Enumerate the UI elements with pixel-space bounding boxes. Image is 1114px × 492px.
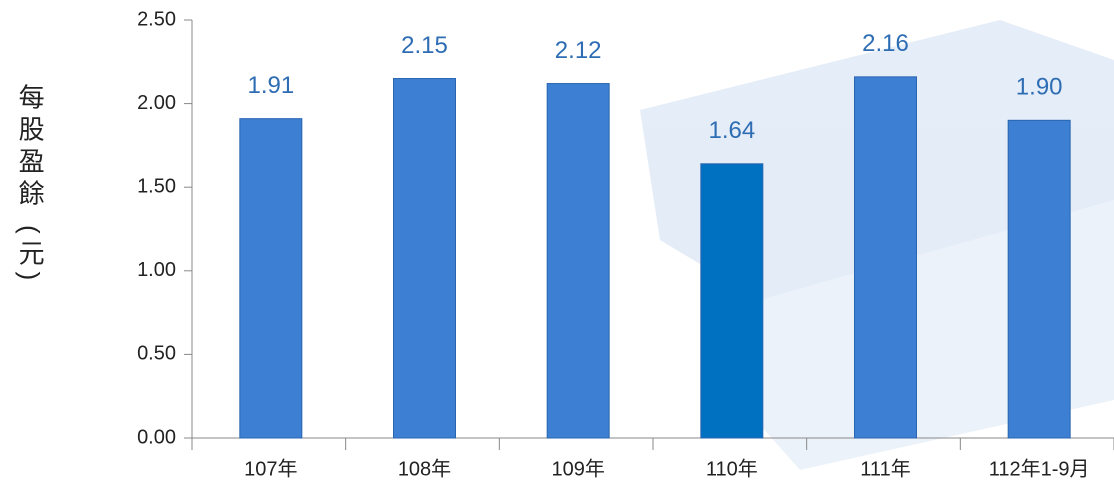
value-label: 1.90 bbox=[1016, 74, 1063, 101]
x-tick-label: 112年1-9月 bbox=[989, 457, 1090, 480]
y-tick-label: 0.00 bbox=[137, 426, 176, 448]
bar bbox=[854, 76, 917, 439]
y-tick-label: 2.00 bbox=[137, 92, 176, 114]
y-tick-label: 1.00 bbox=[137, 259, 176, 281]
value-label: 2.15 bbox=[401, 32, 448, 59]
value-label: 2.16 bbox=[862, 30, 909, 57]
y-tick-label: 0.50 bbox=[137, 343, 176, 365]
value-label: 1.64 bbox=[708, 117, 755, 144]
bar bbox=[239, 118, 303, 439]
bar bbox=[1007, 119, 1071, 439]
bar bbox=[546, 83, 610, 439]
x-tick-label: 107年 bbox=[244, 457, 297, 480]
value-label: 2.12 bbox=[555, 37, 602, 64]
value-label: 1.91 bbox=[247, 72, 294, 99]
y-axis-label: 每股盈餘 (元) bbox=[15, 84, 45, 287]
bar bbox=[700, 163, 764, 439]
bar bbox=[393, 78, 456, 439]
y-tick-label: 2.50 bbox=[137, 8, 176, 30]
x-tick-label: 109年 bbox=[551, 457, 604, 480]
y-tick-label: 1.50 bbox=[137, 175, 176, 197]
x-tick-label: 110年 bbox=[706, 457, 758, 480]
x-tick-label: 111年 bbox=[860, 457, 910, 480]
x-tick-label: 108年 bbox=[398, 457, 451, 480]
